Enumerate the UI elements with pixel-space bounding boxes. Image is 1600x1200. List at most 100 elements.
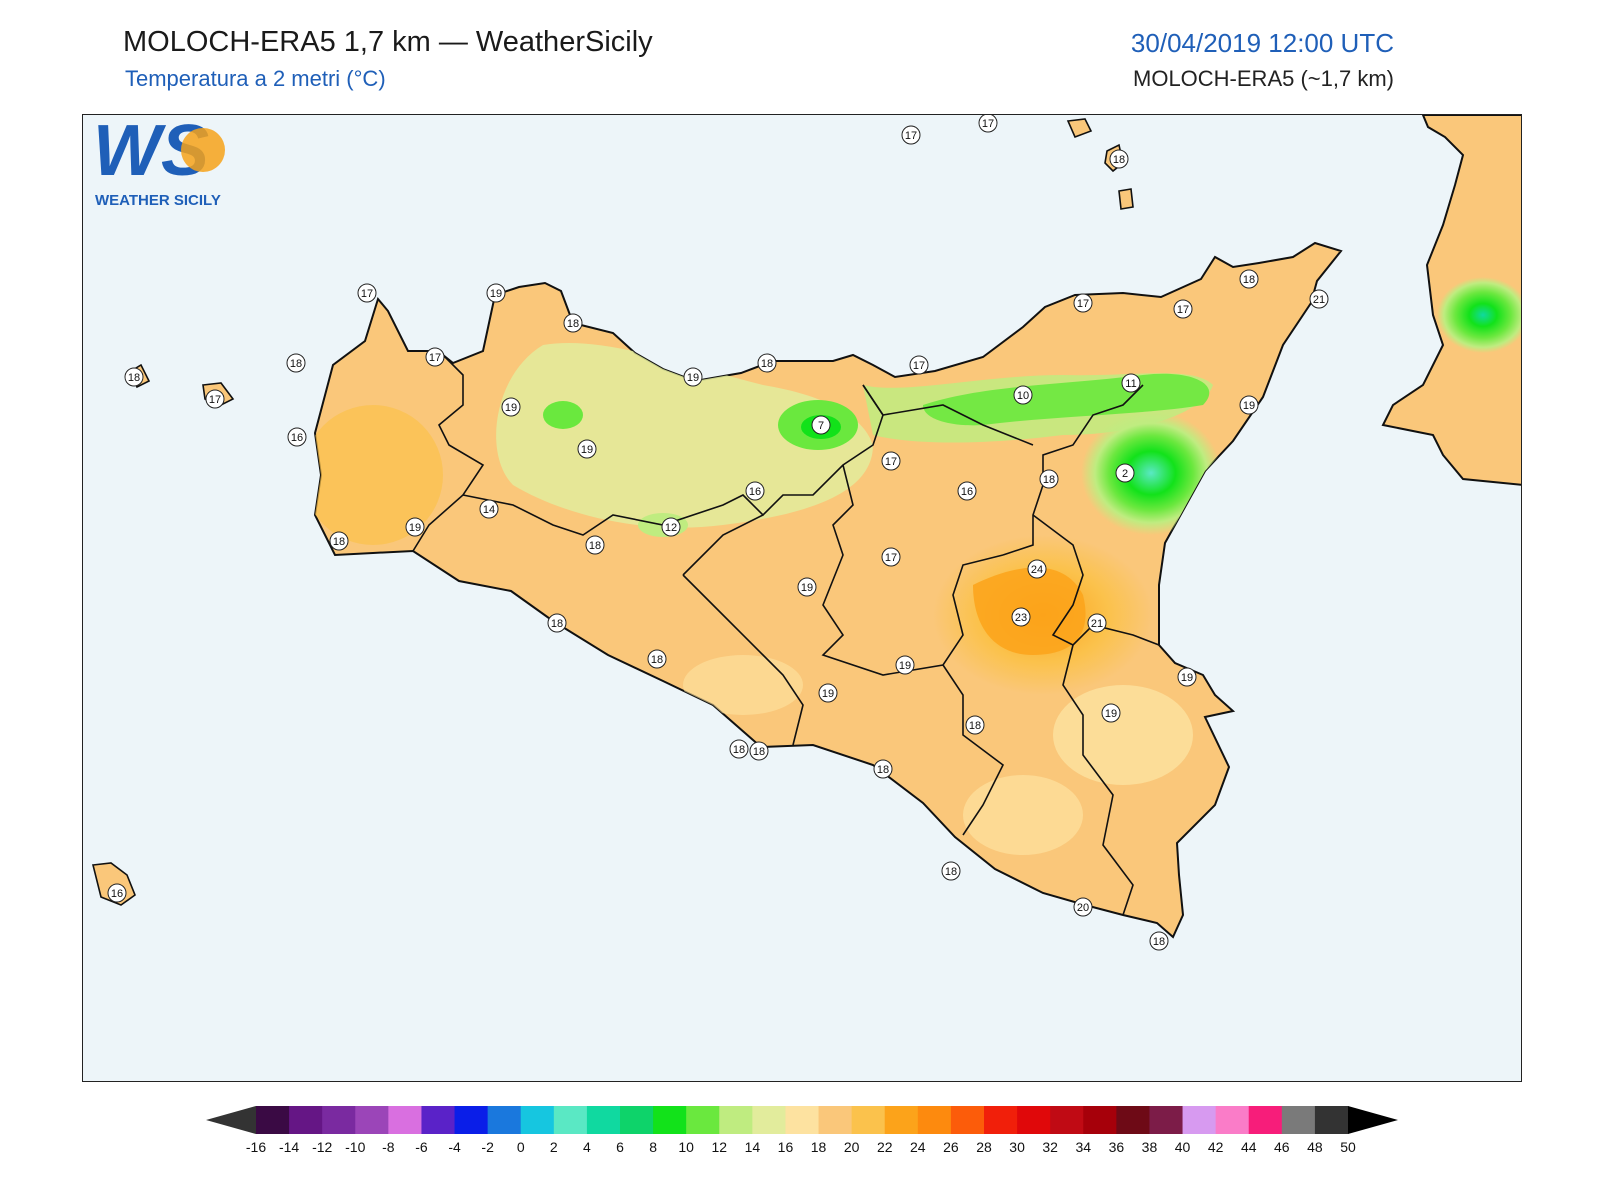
station-value: 11 xyxy=(1125,378,1136,390)
map-subtitle: Temperatura a 2 metri (°C) xyxy=(125,66,386,91)
station-value: 19 xyxy=(801,582,813,594)
colorbar-segment xyxy=(917,1106,952,1134)
colorbar-segment xyxy=(620,1106,654,1134)
station-value: 17 xyxy=(885,456,897,468)
colorbar-tick-label: -8 xyxy=(382,1139,395,1155)
forecast-datetime: 30/04/2019 12:00 UTC xyxy=(1130,28,1394,58)
colorbar-segment xyxy=(719,1106,753,1134)
station-value: 18 xyxy=(877,764,889,776)
station-value: 10 xyxy=(1017,390,1029,402)
station-value: 17 xyxy=(913,360,925,372)
station-marker: 18 xyxy=(329,531,349,551)
calabria-cold-area xyxy=(1437,277,1521,353)
colorbar-tick-labels: -16 -14 -12 -10 -8 -6 -4 -2 0 2 4 6 8 10 12 14 16 18 20 22 2… xyxy=(246,1139,1356,1155)
station-value: 16 xyxy=(961,486,973,498)
colorbar-segment xyxy=(1281,1106,1316,1134)
station-value: 18 xyxy=(969,720,981,732)
station-value: 17 xyxy=(429,352,441,364)
station-marker: 10 xyxy=(1013,385,1033,405)
colorbar-tick-label: 50 xyxy=(1340,1139,1356,1155)
map-title: MOLOCH-ERA5 1,7 km — WeatherSicily xyxy=(123,26,653,58)
colorbar-tick-label: 10 xyxy=(678,1139,694,1155)
station-marker: 18 xyxy=(1039,469,1059,489)
colorbar-segment xyxy=(851,1106,886,1134)
map-canvas: 17 17 18 18 17 18 21 19 17 19 18 17 18 19 18 17 17 17 19 10… xyxy=(92,115,1521,951)
station-marker: 19 xyxy=(818,683,838,703)
station-value: 21 xyxy=(1091,618,1103,630)
colorbar-segment xyxy=(984,1106,1018,1134)
colorbar-segment xyxy=(785,1106,820,1134)
colorbar-segment xyxy=(454,1106,489,1134)
station-value: 7 xyxy=(818,420,824,432)
station-value: 17 xyxy=(905,130,917,142)
colorbar-segment xyxy=(289,1106,323,1134)
colorbar-segment xyxy=(1083,1106,1117,1134)
colorbar-segment xyxy=(686,1106,720,1134)
station-marker: 2 xyxy=(1115,463,1135,483)
colorbar-tick-label: 18 xyxy=(811,1139,827,1155)
colorbar-tick-label: 32 xyxy=(1042,1139,1058,1155)
station-value: 18 xyxy=(333,536,345,548)
station-value: 18 xyxy=(651,654,663,666)
station-marker: 16 xyxy=(287,427,307,447)
colorbar-tick-label: 26 xyxy=(943,1139,959,1155)
station-value: 19 xyxy=(409,522,421,534)
colorbar-arrow-right xyxy=(1348,1106,1398,1134)
colorbar-segment xyxy=(421,1106,456,1134)
colorbar-tick-label: 16 xyxy=(778,1139,794,1155)
station-marker: 19 xyxy=(1101,703,1121,723)
colorbar-segment xyxy=(1149,1106,1184,1134)
colorbar-tick-label: -6 xyxy=(415,1139,428,1155)
colorbar-tick-label: 42 xyxy=(1208,1139,1224,1155)
station-marker: 21 xyxy=(1309,289,1329,309)
station-value: 24 xyxy=(1031,564,1043,576)
colorbar-tick-label: 20 xyxy=(844,1139,860,1155)
colorbar-tick-label: -4 xyxy=(448,1139,461,1155)
station-value: 18 xyxy=(551,618,563,630)
station-value: 17 xyxy=(885,552,897,564)
station-marker: 16 xyxy=(107,883,127,903)
station-marker: 18 xyxy=(965,715,985,735)
station-marker: 18 xyxy=(1239,269,1259,289)
station-marker: 17 xyxy=(901,125,921,145)
station-value: 18 xyxy=(589,540,601,552)
station-marker: 18 xyxy=(124,367,144,387)
colorbar-segment xyxy=(1017,1106,1051,1134)
colorbar-tick-label: 4 xyxy=(583,1139,591,1155)
colorbar-tick-label: -12 xyxy=(312,1139,332,1155)
colorbar-segment xyxy=(553,1106,588,1134)
station-marker: 16 xyxy=(957,481,977,501)
station-value: 2 xyxy=(1122,468,1128,480)
colorbar-segment xyxy=(256,1106,290,1134)
colorbar-tick-label: 28 xyxy=(976,1139,992,1155)
station-value: 17 xyxy=(1177,304,1189,316)
station-marker: 17 xyxy=(881,451,901,471)
station-value: 19 xyxy=(490,288,502,300)
station-marker: 20 xyxy=(1073,897,1093,917)
weathersicily-logo: WS WEATHER SICILY xyxy=(93,115,225,209)
colorbar-tick-label: 34 xyxy=(1075,1139,1091,1155)
colorbar-tick-label: 6 xyxy=(616,1139,624,1155)
station-marker: 14 xyxy=(479,499,499,519)
colorbar-segment xyxy=(355,1106,389,1134)
station-marker: 18 xyxy=(563,313,583,333)
colorbar-segment xyxy=(487,1106,522,1134)
colorbar-segment xyxy=(950,1106,985,1134)
station-value: 14 xyxy=(483,504,495,516)
colorbar-segment xyxy=(388,1106,422,1134)
colorbar-tick-label: 38 xyxy=(1142,1139,1158,1155)
station-marker: 17 xyxy=(909,355,929,375)
station-value: 19 xyxy=(581,444,593,456)
colorbar-tick-label: 8 xyxy=(649,1139,657,1155)
station-values: 17 17 18 18 17 18 21 19 17 19 18 17 18 19 18 17 17 17 19 10… xyxy=(107,115,1329,951)
station-value: 16 xyxy=(291,432,303,444)
station-marker: 18 xyxy=(1149,931,1169,951)
colorbar-tick-label: 24 xyxy=(910,1139,926,1155)
colorbar-tick-label: 0 xyxy=(517,1139,525,1155)
station-marker: 12 xyxy=(661,517,681,537)
colorbar-tick-label: 48 xyxy=(1307,1139,1323,1155)
station-marker: 18 xyxy=(585,535,605,555)
colorbar-segment xyxy=(653,1106,687,1134)
station-marker: 17 xyxy=(978,115,998,133)
station-value: 19 xyxy=(1105,708,1117,720)
